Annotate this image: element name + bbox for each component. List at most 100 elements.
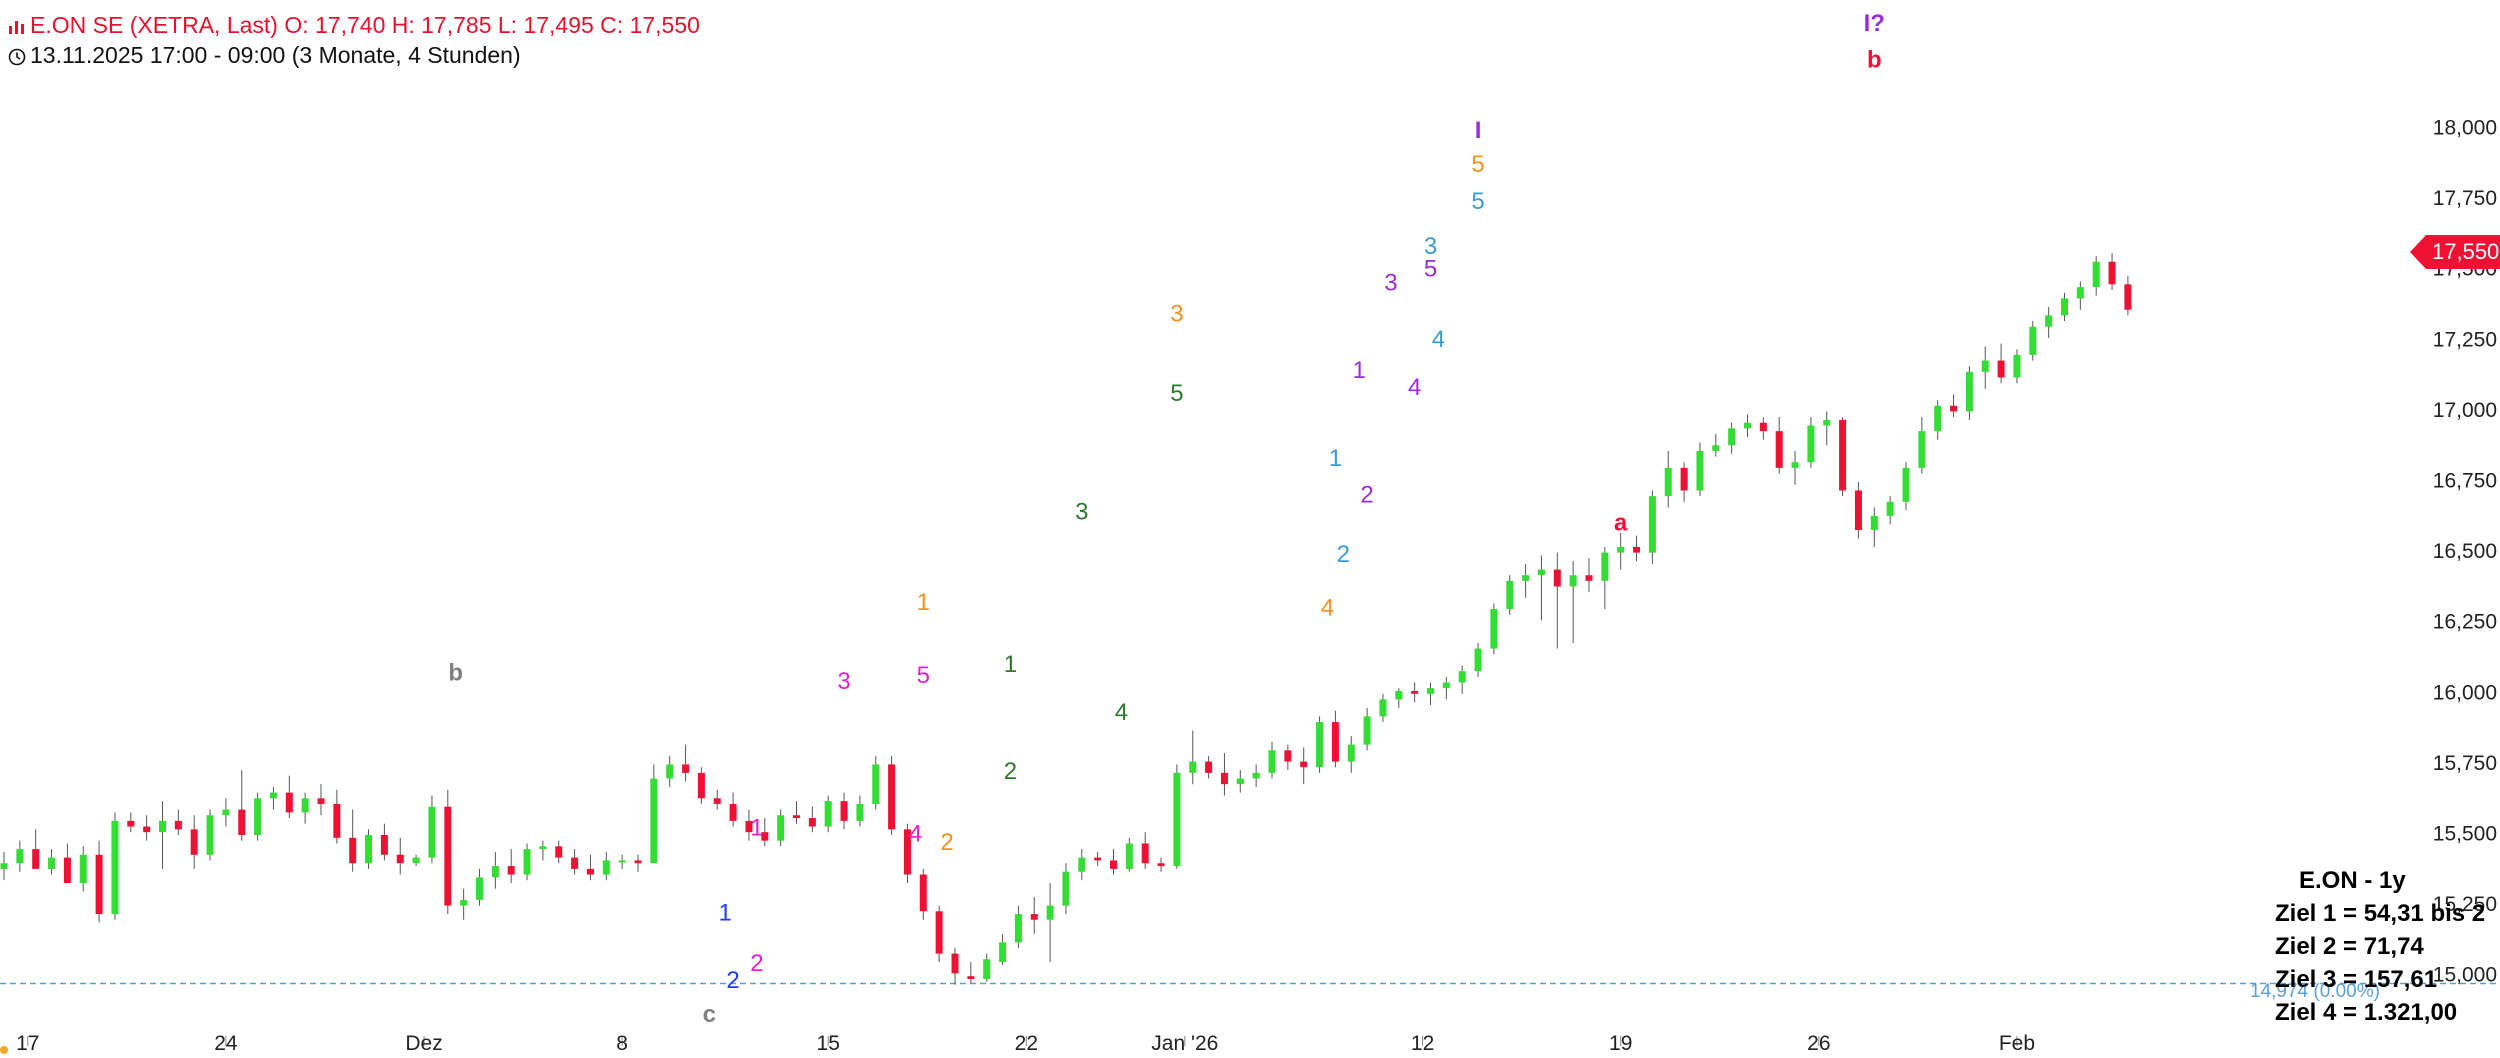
candle (523, 843, 531, 881)
candle (793, 801, 800, 824)
candle (1411, 682, 1419, 703)
chart-title-text: E.ON SE (XETRA, Last) O: 17,740 H: 17,78… (30, 12, 700, 38)
candle-body (872, 764, 880, 804)
candle-body (1680, 467, 1688, 491)
candle (2108, 253, 2116, 290)
candle (555, 840, 563, 864)
candle-body (713, 798, 721, 804)
candle (206, 809, 214, 861)
candle (1284, 744, 1292, 771)
wave-label: 4 (1432, 326, 1445, 353)
candle-body (1854, 490, 1862, 531)
candle (1347, 736, 1355, 773)
candle-body (1744, 422, 1751, 429)
candle-body (254, 798, 262, 835)
candle-body (1046, 905, 1054, 920)
x-tick-label: Jan '26 (1151, 1032, 1218, 1055)
candle-body (1363, 716, 1371, 745)
candle (1125, 837, 1133, 872)
candle (1427, 682, 1434, 706)
candle (586, 854, 594, 881)
candle-body (2108, 261, 2116, 285)
candle-body (1173, 772, 1181, 867)
candle-body (396, 854, 404, 864)
candle (444, 789, 452, 915)
price-tag-shape (2410, 235, 2500, 269)
wave-label: 1 (1352, 357, 1365, 384)
wave-label: 2 (726, 967, 739, 994)
candle-body (1823, 419, 1831, 426)
candle-body (2061, 298, 2068, 316)
candle (1474, 642, 1482, 677)
candle (1110, 849, 1117, 875)
wave-label: 2 (940, 829, 953, 856)
target-line-2: Ziel 2 = 71,74 (2275, 933, 2424, 960)
candle-body (1379, 699, 1387, 717)
candle-body (586, 868, 594, 875)
candle (983, 953, 991, 982)
candles (0, 253, 2132, 985)
candle-body (79, 854, 87, 884)
candle-body (476, 877, 483, 900)
candle-body (745, 820, 753, 833)
wave-label: 3 (1075, 498, 1088, 525)
candle-body (2092, 261, 2100, 288)
candle (2045, 306, 2053, 338)
candle (460, 888, 468, 920)
candle-body (1696, 450, 1704, 491)
candle-body (888, 764, 896, 830)
candle-body (1601, 552, 1609, 581)
candle-body (2124, 284, 2132, 310)
candle-body (1918, 431, 1926, 468)
candle (697, 767, 705, 804)
candle (159, 801, 166, 869)
candle (1078, 849, 1086, 881)
candle-body (1458, 671, 1466, 683)
candle (2029, 321, 2037, 361)
candle-body (1791, 462, 1799, 468)
y-tick-label: 18,000 (2433, 117, 2497, 140)
candle (63, 843, 71, 884)
wave-label: 2 (1337, 541, 1350, 568)
wave-label: 1 (750, 815, 763, 842)
candle-body (1442, 682, 1450, 689)
y-tick-label: 16,250 (2433, 611, 2497, 634)
candle-body (1997, 360, 2005, 378)
candle-body (697, 772, 705, 799)
chart-title: E.ON SE (XETRA, Last) O: 17,740 H: 17,78… (8, 12, 700, 39)
candle (174, 809, 182, 835)
x-tick-label: 26 (1807, 1032, 1830, 1055)
y-tick-label: 15,750 (2433, 752, 2497, 775)
candle (1981, 346, 1989, 389)
candle-body (159, 820, 166, 833)
candle (1331, 710, 1339, 768)
wave-label: 3 (837, 668, 850, 695)
candle (1997, 343, 2005, 384)
candle-body (1014, 914, 1022, 943)
candle-body (967, 976, 975, 980)
candle-body (1030, 914, 1038, 920)
y-tick-label: 17,250 (2433, 328, 2497, 351)
candle (2013, 349, 2021, 384)
x-tick-label: 19 (1609, 1032, 1632, 1055)
candle (840, 792, 848, 830)
x-tick-label: 22 (1015, 1032, 1038, 1055)
candle-body (1094, 857, 1102, 861)
candle-body (1934, 405, 1942, 432)
candle (745, 809, 753, 841)
candle (824, 795, 832, 833)
candle (1886, 496, 1894, 525)
candle (507, 849, 515, 884)
candle (1950, 394, 1958, 418)
clock-icon (8, 48, 26, 66)
wave-label: 1 (1004, 651, 1017, 678)
candle (2092, 256, 2100, 296)
wave-label: 5 (1471, 151, 1484, 178)
baseline-label: 14,974 (0.00%) (2250, 981, 2380, 1002)
candle-body (824, 801, 832, 827)
candle (254, 792, 262, 841)
last-price-tag: 17,550 (2410, 235, 2500, 269)
chart-bars-icon (9, 20, 24, 34)
